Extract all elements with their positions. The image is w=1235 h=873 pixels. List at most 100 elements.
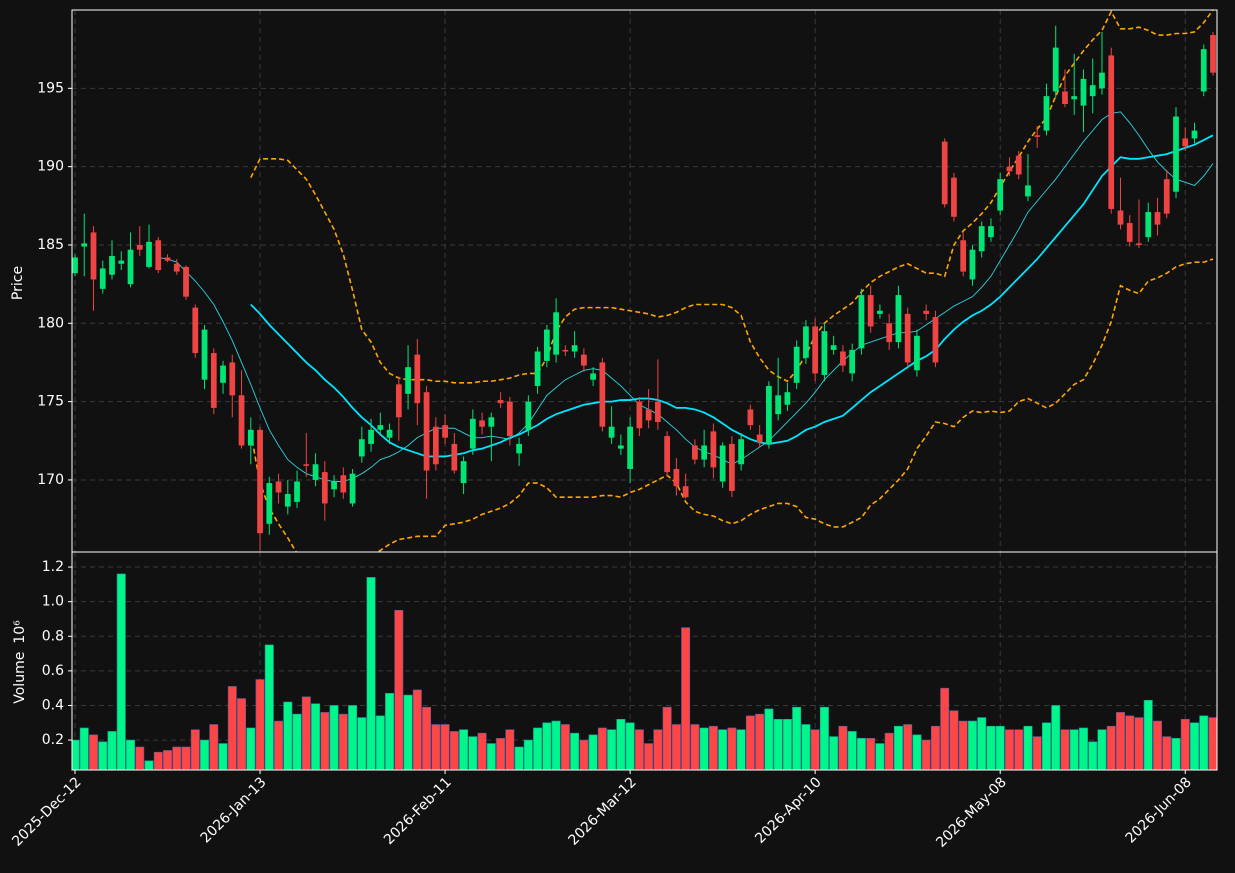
volume-bar — [736, 729, 746, 770]
volume-bar — [653, 729, 663, 770]
candle-body — [1080, 78, 1087, 106]
candle-body — [118, 260, 125, 264]
volume-bar — [172, 746, 182, 770]
volume-bar — [958, 720, 968, 770]
candle-body — [146, 241, 152, 267]
volume-bar — [422, 706, 432, 770]
candle-body — [951, 177, 957, 217]
candle-body — [432, 426, 439, 465]
candle-body — [525, 401, 532, 430]
candle-body — [978, 226, 985, 252]
candle-body — [479, 420, 485, 427]
volume-bar — [301, 696, 311, 770]
candle-body — [238, 395, 245, 446]
candle-body — [627, 426, 633, 469]
volume-bar — [745, 715, 755, 770]
volume-bar — [246, 727, 256, 770]
candle-body — [738, 439, 745, 465]
volume-bar — [375, 715, 385, 770]
candle-body — [830, 345, 837, 350]
y-tick-label: 0.4 — [42, 697, 64, 713]
candle-body — [1006, 166, 1013, 172]
volume-bar — [1171, 738, 1181, 770]
candle-body — [747, 409, 754, 426]
y-tick-label: 190 — [37, 159, 64, 175]
candle-body — [1034, 135, 1041, 137]
candle-body — [442, 425, 448, 438]
volume-bar — [819, 706, 829, 770]
candle-body — [645, 409, 652, 421]
candle-body — [377, 425, 384, 430]
volume-bar — [163, 750, 172, 770]
candle-body — [340, 475, 347, 493]
candle-body — [849, 349, 856, 374]
volume-axis-label: Volume 10⁶ — [12, 620, 28, 704]
volume-bar — [940, 687, 950, 770]
volume-bar — [144, 760, 154, 770]
volume-bar — [153, 751, 163, 770]
candle-body — [127, 249, 134, 285]
candle-body — [775, 395, 782, 415]
candle-body — [840, 351, 846, 366]
candle-body — [793, 346, 800, 383]
volume-bar — [671, 724, 681, 770]
volume-bar — [1079, 727, 1088, 770]
volume-bar — [699, 727, 709, 770]
candle-body — [932, 317, 939, 363]
candle-body — [192, 307, 199, 354]
volume-bar — [338, 713, 348, 770]
volume-bar — [1199, 715, 1209, 770]
candle-body — [220, 365, 226, 383]
volume-bar — [755, 713, 765, 770]
line — [250, 134, 1214, 458]
volume-bar — [597, 727, 607, 770]
candle-body — [516, 443, 522, 454]
volume-bar — [311, 703, 321, 770]
y-tick-label: 175 — [37, 394, 64, 410]
volume-bar — [542, 722, 552, 770]
volume-bar — [135, 746, 145, 770]
volume-bar — [283, 701, 293, 770]
volume-bar — [1162, 736, 1172, 770]
candle-body — [858, 295, 865, 349]
candle-body — [682, 486, 689, 498]
volume-bar — [727, 727, 737, 770]
volume-bar — [505, 729, 515, 770]
candle-body — [1136, 243, 1142, 245]
line — [250, 10, 1214, 384]
volume-bar — [237, 698, 246, 770]
candle-body — [497, 400, 504, 404]
y-tick-label: 0.8 — [42, 628, 64, 644]
volume-offset: 10⁶ — [12, 620, 28, 644]
y-tick-label: 1.2 — [42, 559, 64, 575]
volume-bar — [625, 722, 635, 770]
volume-bar — [486, 743, 496, 770]
candle-body — [988, 226, 994, 238]
volume-bar — [801, 724, 811, 770]
volume-bar — [810, 729, 820, 770]
candle-body — [423, 392, 430, 471]
candle-body — [1025, 185, 1031, 197]
volume-bar — [1069, 729, 1079, 770]
volume-bar — [459, 729, 469, 770]
candle-body — [997, 179, 1004, 211]
candle-body — [960, 240, 967, 272]
volume-bar — [662, 706, 672, 770]
volume-bar — [514, 746, 524, 770]
volume-bar — [977, 717, 987, 770]
candle-body — [451, 443, 458, 471]
volume-bar — [255, 679, 265, 770]
candle-body — [414, 354, 421, 404]
volume-label: Volume — [12, 652, 28, 704]
candle-body — [608, 426, 615, 438]
volume-bar — [1153, 720, 1162, 770]
volume-bar — [449, 731, 459, 770]
candle-body — [321, 472, 328, 504]
y-tick-label: 195 — [37, 80, 64, 96]
candle-body — [784, 392, 791, 405]
volume-bar — [967, 720, 977, 770]
price-plot — [72, 10, 1216, 552]
candle-body — [349, 473, 356, 504]
candle-body — [1126, 223, 1133, 242]
volume-bar — [903, 724, 913, 770]
